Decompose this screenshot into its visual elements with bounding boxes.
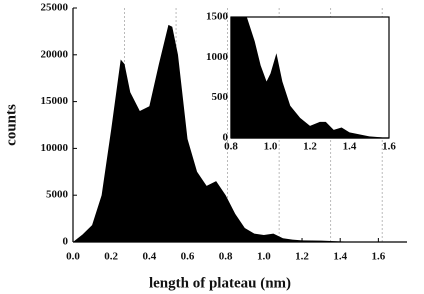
plot-area (231, 17, 389, 138)
y-tick-label: 500 (212, 91, 229, 103)
plot-area (73, 24, 379, 242)
y-tick-label: 15000 (41, 95, 69, 107)
x-tick-label: 0.8 (219, 251, 233, 263)
x-tick-label: 1.4 (343, 141, 357, 153)
y-tick-label: 1000 (206, 51, 229, 63)
area (73, 24, 379, 242)
y-tick-label: 1500 (206, 11, 229, 23)
x-tick-label: 1.0 (257, 251, 271, 263)
x-tick-label: 0.2 (104, 251, 118, 263)
x-tick-label: 1.2 (303, 141, 317, 153)
y-tick-label: 5000 (46, 189, 69, 201)
y-tick-label: 0 (63, 236, 69, 248)
y-tick-label: 10000 (41, 142, 69, 154)
x-tick-label: 0.0 (66, 251, 80, 263)
y-tick-label: 25000 (41, 2, 69, 14)
y-axis-label: counts (3, 104, 19, 146)
area (231, 17, 389, 138)
x-tick-label: 1.0 (264, 141, 278, 153)
y-tick-label: 0 (223, 132, 229, 144)
x-tick-label: 1.2 (295, 251, 309, 263)
x-tick-label: 0.8 (224, 141, 238, 153)
y-tick-label: 20000 (41, 48, 69, 60)
x-tick-label: 1.4 (333, 251, 347, 263)
x-tick-label: 0.6 (181, 251, 195, 263)
x-axis-label: length of plateau (nm) (149, 275, 291, 291)
x-tick-label: 1.6 (371, 251, 385, 263)
x-tick-label: 0.4 (142, 251, 156, 263)
x-tick-label: 1.6 (382, 141, 396, 153)
